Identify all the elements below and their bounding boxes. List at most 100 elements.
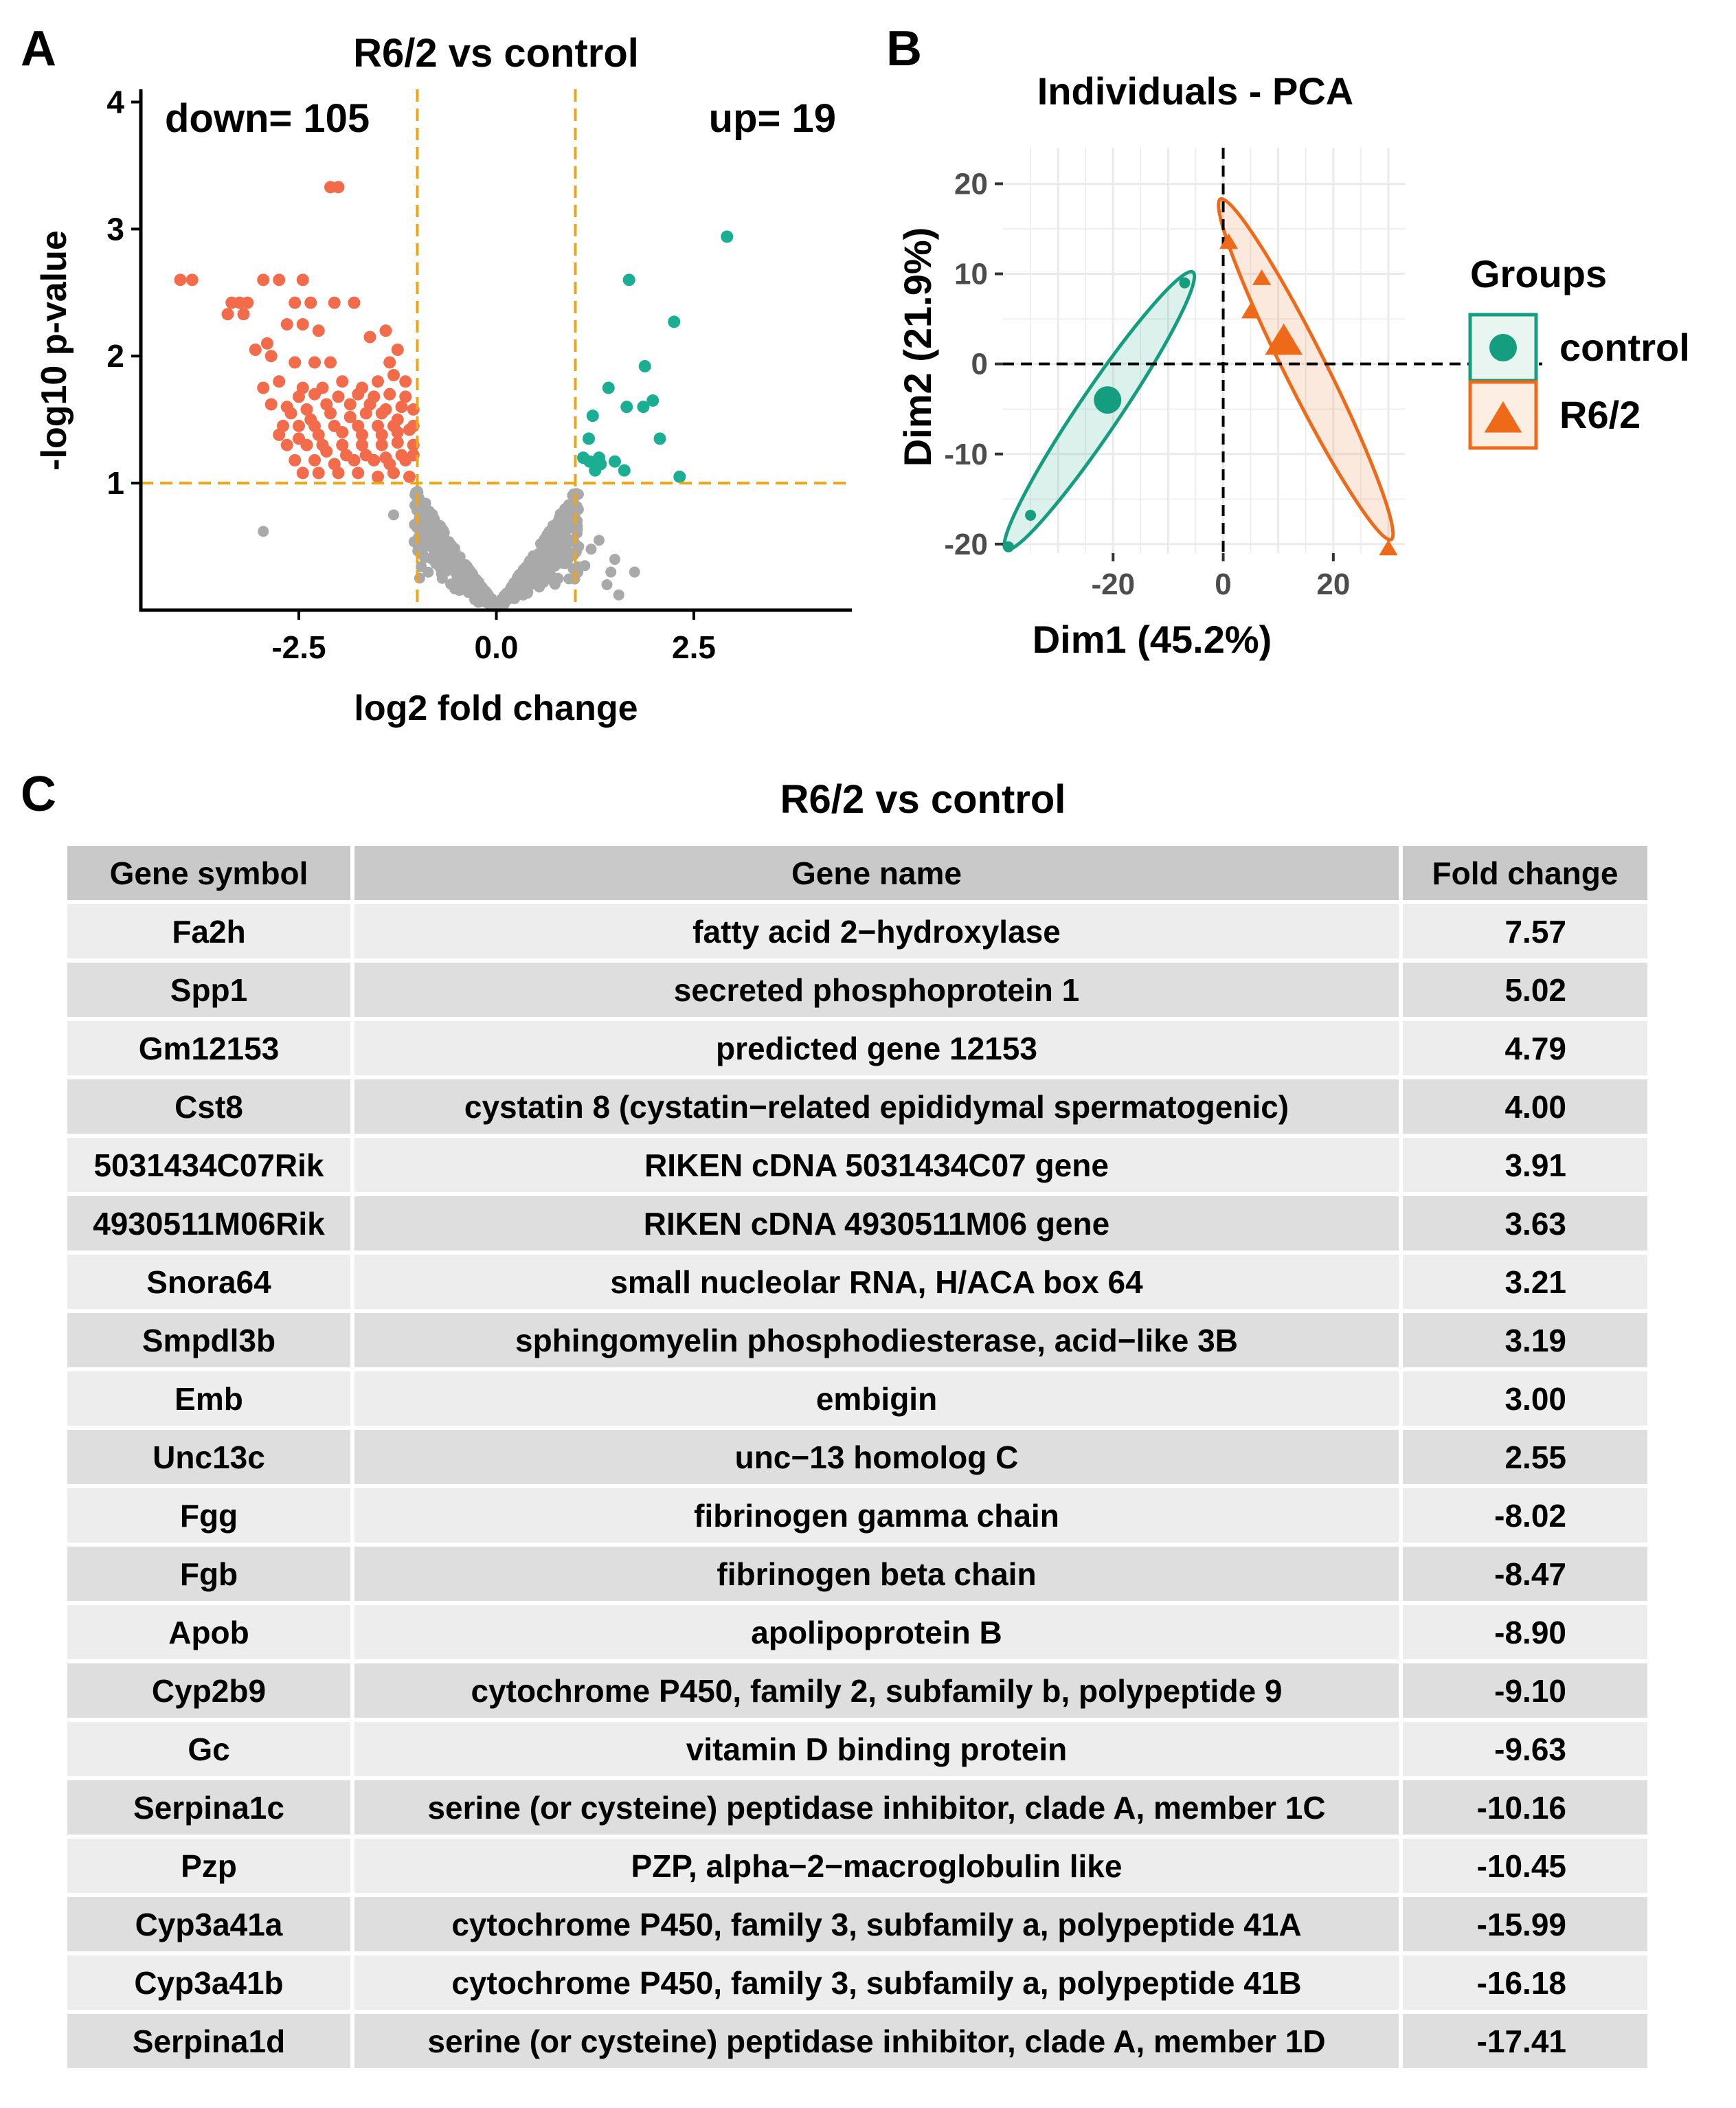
gene-symbol-cell: Smpdl3b: [67, 1313, 350, 1367]
ns-point: [530, 554, 541, 565]
down-point: [257, 273, 270, 287]
fold-change-cell: -17.41: [1403, 2014, 1647, 2068]
down-point: [174, 273, 187, 287]
ns-point: [563, 500, 575, 511]
down-point: [343, 398, 357, 411]
panel-label-a: A: [21, 21, 56, 76]
x-tick-label: 0.0: [475, 629, 519, 665]
table-row: Serpina1c serine (or cysteine) peptidase …: [67, 1780, 1647, 1835]
fold-change-cell: 7.57: [1403, 904, 1647, 958]
ns-point: [388, 509, 399, 521]
down-point: [352, 388, 365, 401]
control-point: [1003, 541, 1015, 552]
gene-name-cell: RIKEN cDNA 4930511M06 gene: [354, 1196, 1399, 1251]
down-point: [289, 296, 302, 309]
gene-symbol-cell: Fgg: [67, 1488, 350, 1543]
legend-title: Groups: [1470, 252, 1607, 295]
up-point: [622, 273, 635, 287]
fold-change-cell: 4.79: [1403, 1021, 1647, 1075]
table-row: Gm12153 predicted gene 12153 4.79: [67, 1021, 1647, 1075]
table-row: Emb embigin 3.00: [67, 1371, 1647, 1426]
down-point: [293, 390, 305, 403]
down-point: [387, 368, 400, 381]
gene-name-cell: serine (or cysteine) peptidase inhibitor…: [354, 2014, 1399, 2068]
table-row: Fa2h fatty acid 2−hydroxylase 7.57: [67, 904, 1647, 958]
y-tick-label: 3: [106, 211, 124, 247]
down-point: [308, 453, 321, 467]
down-point: [356, 428, 368, 441]
y-tick-label: -20: [944, 528, 988, 561]
table-row: Cst8 cystatin 8 (cystatin−related epididy…: [67, 1079, 1647, 1134]
down-point: [383, 388, 396, 401]
down-point: [308, 356, 321, 369]
y-tick-label: 1: [106, 465, 124, 501]
gene-table: Gene symbol Gene name Fold change Fa2h fatt…: [63, 842, 1652, 2072]
down-point: [261, 337, 273, 350]
ns-point: [418, 508, 430, 519]
gene-symbol-cell: 4930511M06Rik: [67, 1196, 350, 1251]
table-row: Cyp3a41b cytochrome P450, family 3, subfa…: [67, 1955, 1647, 2010]
down-point: [395, 449, 408, 462]
table-row: Pzp PZP, alpha−2−macroglobulin like -10.45: [67, 1839, 1647, 1893]
column-header: Gene symbol: [67, 846, 350, 900]
down-point: [257, 381, 270, 394]
y-tick-label: -10: [944, 438, 988, 471]
ns-point: [515, 579, 526, 591]
down-point: [383, 356, 396, 369]
fold-change-cell: -10.45: [1403, 1839, 1647, 1893]
ns-point: [545, 544, 557, 556]
down-point: [304, 296, 317, 309]
ns-point: [417, 498, 429, 510]
down-point: [332, 467, 345, 480]
y-tick-label: 20: [954, 167, 988, 201]
down-point: [372, 375, 384, 388]
legend-label-control: control: [1559, 326, 1690, 369]
gene-name-cell: unc−13 homolog C: [354, 1430, 1399, 1484]
down-point: [280, 438, 293, 451]
y-axis-label: -log10 p-value: [34, 230, 74, 471]
gene-name-cell: sphingomyelin phosphodiesterase, acid−li…: [354, 1313, 1399, 1367]
gene-name-cell: fibrinogen beta chain: [354, 1547, 1399, 1601]
up-point: [668, 315, 681, 328]
y-tick-label: 2: [106, 338, 124, 374]
fold-change-cell: 3.00: [1403, 1371, 1647, 1426]
ns-point: [585, 543, 597, 555]
gene-name-cell: apolipoprotein B: [354, 1605, 1399, 1659]
fold-change-cell: 4.00: [1403, 1079, 1647, 1134]
down-count-label: down= 105: [165, 96, 370, 141]
legend-symbol-r62: [1484, 401, 1522, 433]
down-point: [221, 308, 234, 321]
x-tick-label: 20: [1316, 568, 1350, 601]
down-point: [359, 407, 372, 420]
down-point: [289, 453, 302, 467]
down-point: [237, 308, 250, 321]
table-row: Serpina1d serine (or cysteine) peptidase …: [67, 2014, 1647, 2068]
r62-point: [1252, 269, 1272, 285]
gene-symbol-cell: Cyp3a41a: [67, 1897, 350, 1951]
ns-point: [579, 560, 591, 572]
down-point: [352, 467, 365, 480]
gene-symbol-cell: Fa2h: [67, 904, 350, 958]
ns-point: [594, 535, 605, 546]
gene-symbol-cell: Cyp3a41b: [67, 1955, 350, 2010]
fold-change-cell: 3.19: [1403, 1313, 1647, 1367]
ns-point: [601, 579, 613, 591]
ns-point: [568, 488, 580, 500]
up-point: [673, 470, 686, 483]
ns-point: [536, 570, 548, 581]
pca-plot: -20 0 20 20 10 0 -10 -20 Individuals - PCA Dim1 (…: [896, 69, 1690, 661]
r62-point: [1241, 302, 1261, 319]
ns-point: [547, 526, 559, 537]
y-axis-label: Dim2 (21.9%): [896, 227, 939, 467]
down-point: [300, 403, 313, 416]
down-point: [336, 438, 349, 451]
r62-point: [1379, 539, 1398, 556]
gene-symbol-cell: 5031434C07Rik: [67, 1138, 350, 1192]
up-count-label: up= 19: [709, 96, 836, 141]
down-point: [359, 449, 372, 462]
ns-point: [605, 566, 617, 578]
chart-title: Individuals - PCA: [1037, 69, 1354, 113]
fold-change-cell: 5.02: [1403, 963, 1647, 1017]
down-point: [312, 467, 325, 480]
up-point: [609, 455, 621, 468]
